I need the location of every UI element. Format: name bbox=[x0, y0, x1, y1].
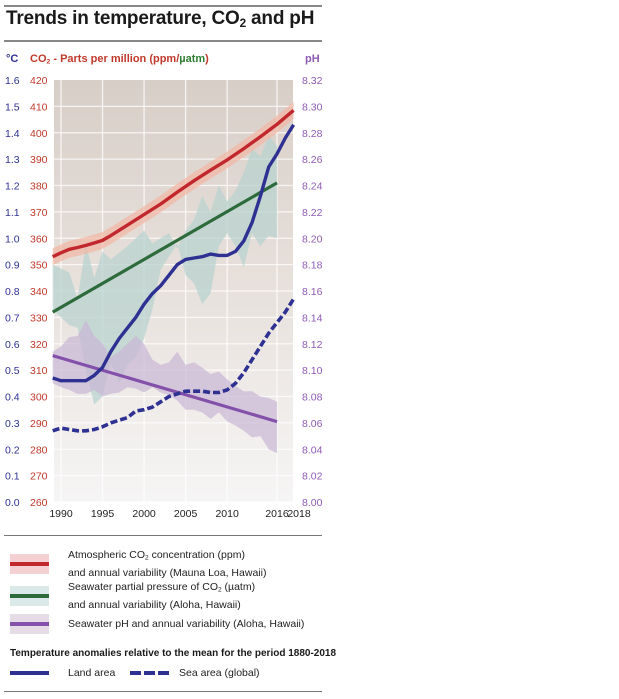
co2-tick-label: 310 bbox=[30, 365, 48, 377]
temperature-tick-label: 1.1 bbox=[5, 207, 20, 219]
atmospheric-co2-line bbox=[51, 109, 295, 259]
uatm-label: µatm bbox=[179, 53, 206, 65]
temperature-tick-label: 0.3 bbox=[5, 418, 20, 430]
temperature-tick-label: 0.2 bbox=[5, 444, 20, 456]
co2-tick-label: 340 bbox=[30, 286, 48, 298]
legend-item-seawater-ph: Seawater pH and annual variability (Aloh… bbox=[10, 614, 304, 634]
temperature-tick-label: 0.1 bbox=[5, 471, 20, 483]
pco2-line bbox=[51, 181, 278, 314]
legend-item-sea: Sea area (global) bbox=[130, 667, 260, 679]
legend-swatch-seawater-pco2 bbox=[10, 585, 49, 606]
top-rule bbox=[4, 5, 322, 7]
y-ticks-co2: 420 410 400 390 380 370 360 350 340 330 320 310 300 2… bbox=[30, 75, 48, 509]
temperature-tick-label: 0.8 bbox=[5, 286, 20, 298]
ph-axis-label: pH bbox=[305, 53, 320, 65]
temperature-tick-label: 1.0 bbox=[5, 233, 20, 245]
ph-tick-label: 8.00 bbox=[302, 497, 323, 509]
bottom-rule bbox=[4, 691, 322, 692]
temperature-legend-heading: Temperature anomalies relative to the me… bbox=[10, 648, 337, 659]
co2-tick-label: 380 bbox=[30, 181, 48, 193]
temperature-tick-label: 0.5 bbox=[5, 365, 20, 377]
co2-tick-label: 300 bbox=[30, 392, 48, 404]
celsius-axis-label: °C bbox=[6, 53, 19, 65]
legend-item-land: Land area bbox=[10, 667, 115, 679]
legend-item-seawater-pco2: Seawater partial pressure of CO2 (µatm) a… bbox=[10, 580, 255, 612]
ph-tick-label: 8.30 bbox=[302, 101, 323, 113]
x-tick-label: 2000 bbox=[132, 508, 156, 520]
legend-item-atmospheric-co2: Atmospheric CO2 concentration (ppm) and a… bbox=[10, 548, 266, 580]
chart-title: Trends in temperature, CO2 and pH bbox=[6, 8, 315, 30]
chart-plot: 1.6 1.5 1.4 1.3 1.2 1.1 1.0 0.9 0.8 0.7 0.6 0.5 0.4 0… bbox=[5, 75, 323, 520]
x-tick-label: 1995 bbox=[91, 508, 115, 520]
co2-tick-label: 370 bbox=[30, 207, 48, 219]
ph-variability-band bbox=[52, 320, 277, 454]
co2-tick-label: 360 bbox=[30, 233, 48, 245]
x-tick-label: 2016 bbox=[265, 508, 289, 520]
ph-tick-label: 8.22 bbox=[302, 207, 323, 219]
co2-axis-label: CO2 - Parts per million (ppm/µatm) bbox=[30, 53, 209, 66]
ph-tick-label: 8.24 bbox=[302, 181, 323, 193]
legend-label-sea: Sea area (global) bbox=[179, 667, 260, 679]
ph-tick-label: 8.06 bbox=[302, 418, 323, 430]
ph-tick-label: 8.28 bbox=[302, 128, 323, 140]
land-temperature-line bbox=[52, 123, 296, 383]
co2-tick-label: 410 bbox=[30, 101, 48, 113]
x-tick-label: 2005 bbox=[174, 508, 198, 520]
ph-tick-label: 8.20 bbox=[302, 233, 323, 245]
legend-label: Atmospheric CO2 concentration (ppm) and a… bbox=[68, 549, 267, 579]
co2-tick-label: 330 bbox=[30, 312, 48, 324]
legend-swatch-land bbox=[10, 671, 49, 675]
temperature-tick-label: 0.4 bbox=[5, 392, 20, 404]
ph-tick-label: 8.02 bbox=[302, 471, 323, 483]
temperature-tick-label: 0.9 bbox=[5, 260, 20, 272]
ph-tick-label: 8.16 bbox=[302, 286, 323, 298]
temperature-tick-label: 1.2 bbox=[5, 181, 20, 193]
ph-tick-label: 8.08 bbox=[302, 392, 323, 404]
co2-tick-label: 270 bbox=[30, 471, 48, 483]
x-tick-label: 2018 bbox=[287, 508, 311, 520]
y-ticks-ph: 8.32 8.30 8.28 8.26 8.24 8.22 8.20 8.18 8.16 8.14… bbox=[302, 75, 323, 509]
legend-label: Seawater pH and annual variability (Aloh… bbox=[68, 618, 305, 630]
x-tick-label: 1990 bbox=[49, 508, 73, 520]
legend-top-rule bbox=[4, 535, 322, 536]
legend-swatch-seawater-ph bbox=[10, 614, 49, 634]
x-tick-label: 2010 bbox=[215, 508, 239, 520]
temperature-tick-label: 1.5 bbox=[5, 101, 20, 113]
co2-tick-label: 290 bbox=[30, 418, 48, 430]
ph-tick-label: 8.10 bbox=[302, 365, 323, 377]
co2-tick-label: 350 bbox=[30, 260, 48, 272]
y-ticks-temperature: 1.6 1.5 1.4 1.3 1.2 1.1 1.0 0.9 0.8 0.7 0.6 0.5 0.4 0… bbox=[5, 75, 20, 509]
sea-temperature-line bbox=[52, 297, 296, 433]
ph-tick-label: 8.12 bbox=[302, 339, 323, 351]
ph-tick-label: 8.18 bbox=[302, 260, 323, 272]
title-rule bbox=[4, 40, 322, 42]
legend-label: Seawater partial pressure of CO2 (µatm) a… bbox=[68, 581, 256, 611]
temperature-tick-label: 1.3 bbox=[5, 154, 20, 166]
temperature-tick-label: 1.4 bbox=[5, 128, 20, 140]
temperature-tick-label: 0.7 bbox=[5, 312, 20, 324]
co2-tick-label: 420 bbox=[30, 75, 48, 87]
ph-tick-label: 8.32 bbox=[302, 75, 323, 87]
co2-tick-label: 400 bbox=[30, 128, 48, 140]
ph-tick-label: 8.26 bbox=[302, 154, 323, 166]
ph-tick-label: 8.04 bbox=[302, 444, 323, 456]
temperature-tick-label: 0.0 bbox=[5, 497, 20, 509]
co2-tick-label: 280 bbox=[30, 444, 48, 456]
legend-label-land: Land area bbox=[68, 667, 116, 679]
co2-tick-label: 320 bbox=[30, 339, 48, 351]
legend-swatch-sea bbox=[130, 671, 169, 675]
co2-tick-label: 260 bbox=[30, 497, 48, 509]
ph-tick-label: 8.14 bbox=[302, 312, 323, 324]
temperature-tick-label: 0.6 bbox=[5, 339, 20, 351]
series-lines bbox=[51, 109, 296, 433]
temperature-tick-label: 1.6 bbox=[5, 75, 20, 87]
legend-swatch-atmospheric-co2 bbox=[10, 553, 49, 574]
co2-tick-label: 390 bbox=[30, 154, 48, 166]
pco2-variability-band bbox=[52, 135, 277, 405]
ph-line bbox=[52, 354, 278, 424]
